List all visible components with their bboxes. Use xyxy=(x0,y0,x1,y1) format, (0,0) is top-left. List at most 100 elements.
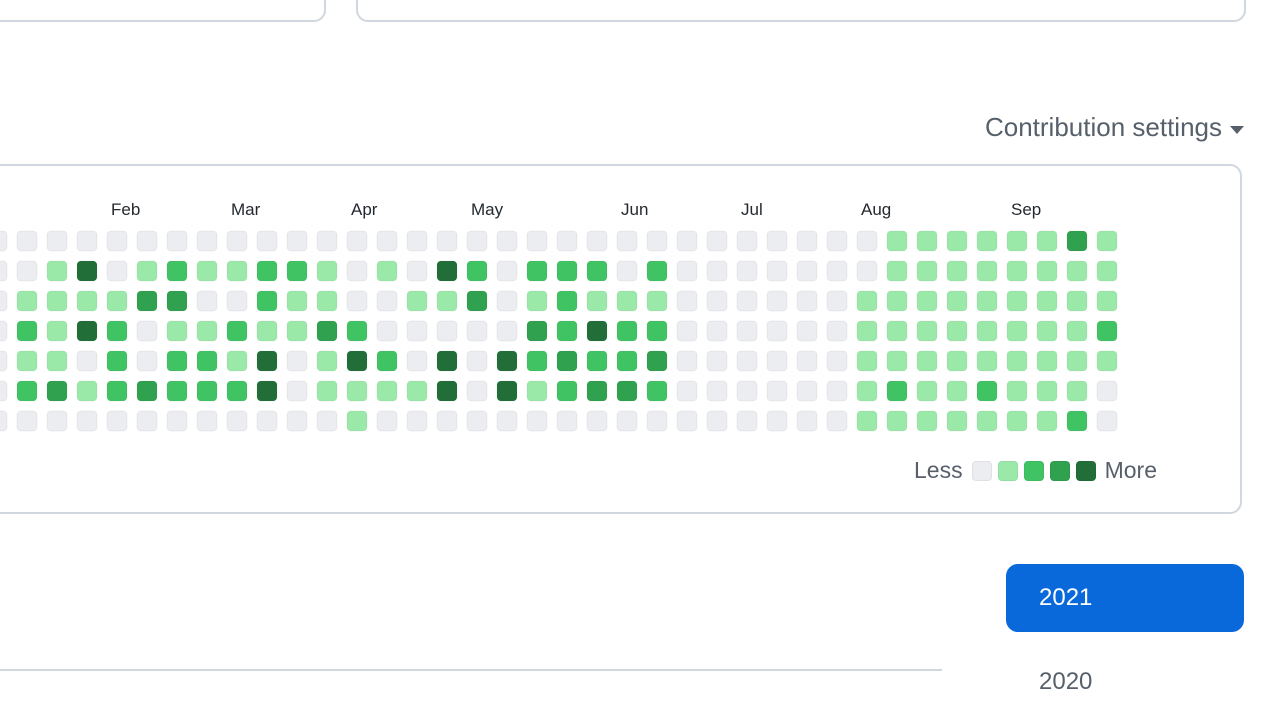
contribution-day[interactable] xyxy=(1096,290,1118,312)
contribution-day[interactable] xyxy=(346,410,368,432)
contribution-day[interactable] xyxy=(976,410,998,432)
contribution-day[interactable] xyxy=(1066,230,1088,252)
contribution-day[interactable] xyxy=(646,260,668,282)
contribution-day[interactable] xyxy=(856,410,878,432)
contribution-day[interactable] xyxy=(376,320,398,342)
contribution-day[interactable] xyxy=(76,230,98,252)
contribution-day[interactable] xyxy=(166,230,188,252)
contribution-day[interactable] xyxy=(376,290,398,312)
contribution-day[interactable] xyxy=(796,230,818,252)
contribution-day[interactable] xyxy=(586,230,608,252)
contribution-day[interactable] xyxy=(886,410,908,432)
contribution-day[interactable] xyxy=(436,350,458,372)
contribution-day[interactable] xyxy=(1066,410,1088,432)
contribution-day[interactable] xyxy=(946,410,968,432)
contribution-day[interactable] xyxy=(0,410,8,432)
contribution-day[interactable] xyxy=(376,350,398,372)
contribution-day[interactable] xyxy=(256,380,278,402)
contribution-day[interactable] xyxy=(856,320,878,342)
contribution-day[interactable] xyxy=(256,260,278,282)
contribution-day[interactable] xyxy=(286,290,308,312)
contribution-day[interactable] xyxy=(226,260,248,282)
contribution-day[interactable] xyxy=(406,380,428,402)
contribution-day[interactable] xyxy=(526,320,548,342)
contribution-day[interactable] xyxy=(136,290,158,312)
contribution-day[interactable] xyxy=(1006,380,1028,402)
contribution-day[interactable] xyxy=(166,320,188,342)
contribution-day[interactable] xyxy=(436,410,458,432)
contribution-day[interactable] xyxy=(556,230,578,252)
contribution-day[interactable] xyxy=(166,380,188,402)
contribution-day[interactable] xyxy=(316,410,338,432)
contribution-day[interactable] xyxy=(796,380,818,402)
contribution-day[interactable] xyxy=(106,290,128,312)
contribution-day[interactable] xyxy=(166,350,188,372)
contribution-day[interactable] xyxy=(406,230,428,252)
contribution-day[interactable] xyxy=(796,320,818,342)
contribution-day[interactable] xyxy=(796,410,818,432)
contribution-day[interactable] xyxy=(466,230,488,252)
contribution-day[interactable] xyxy=(196,350,218,372)
contribution-day[interactable] xyxy=(226,290,248,312)
contribution-day[interactable] xyxy=(1006,350,1028,372)
contribution-day[interactable] xyxy=(76,380,98,402)
contribution-day[interactable] xyxy=(826,260,848,282)
contribution-day[interactable] xyxy=(646,230,668,252)
contribution-day[interactable] xyxy=(766,290,788,312)
contribution-day[interactable] xyxy=(766,380,788,402)
contribution-day[interactable] xyxy=(676,380,698,402)
contribution-day[interactable] xyxy=(256,410,278,432)
contribution-day[interactable] xyxy=(436,260,458,282)
contribution-day[interactable] xyxy=(616,350,638,372)
contribution-day[interactable] xyxy=(916,380,938,402)
contribution-day[interactable] xyxy=(676,290,698,312)
contribution-day[interactable] xyxy=(1036,410,1058,432)
contribution-day[interactable] xyxy=(916,290,938,312)
contribution-day[interactable] xyxy=(346,320,368,342)
contribution-day[interactable] xyxy=(496,260,518,282)
contribution-settings-button[interactable]: Contribution settings xyxy=(985,112,1244,143)
contribution-day[interactable] xyxy=(16,410,38,432)
contribution-day[interactable] xyxy=(676,350,698,372)
contribution-day[interactable] xyxy=(856,380,878,402)
contribution-day[interactable] xyxy=(1096,380,1118,402)
contribution-day[interactable] xyxy=(406,260,428,282)
contribution-day[interactable] xyxy=(1096,350,1118,372)
contribution-day[interactable] xyxy=(736,260,758,282)
contribution-day[interactable] xyxy=(466,320,488,342)
contribution-day[interactable] xyxy=(346,380,368,402)
contribution-day[interactable] xyxy=(256,320,278,342)
contribution-day[interactable] xyxy=(286,320,308,342)
contribution-day[interactable] xyxy=(436,230,458,252)
contribution-day[interactable] xyxy=(976,350,998,372)
contribution-day[interactable] xyxy=(1066,380,1088,402)
contribution-day[interactable] xyxy=(556,380,578,402)
contribution-day[interactable] xyxy=(646,320,668,342)
contribution-day[interactable] xyxy=(46,380,68,402)
contribution-day[interactable] xyxy=(106,320,128,342)
contribution-day[interactable] xyxy=(466,380,488,402)
contribution-day[interactable] xyxy=(466,290,488,312)
contribution-day[interactable] xyxy=(106,230,128,252)
contribution-day[interactable] xyxy=(586,380,608,402)
contribution-day[interactable] xyxy=(406,350,428,372)
contribution-day[interactable] xyxy=(946,350,968,372)
contribution-day[interactable] xyxy=(946,380,968,402)
contribution-day[interactable] xyxy=(766,320,788,342)
contribution-day[interactable] xyxy=(196,290,218,312)
contribution-day[interactable] xyxy=(406,410,428,432)
contribution-day[interactable] xyxy=(1066,320,1088,342)
contribution-day[interactable] xyxy=(136,350,158,372)
contribution-day[interactable] xyxy=(226,380,248,402)
contribution-day[interactable] xyxy=(796,290,818,312)
contribution-day[interactable] xyxy=(136,260,158,282)
contribution-day[interactable] xyxy=(646,290,668,312)
contribution-day[interactable] xyxy=(616,380,638,402)
contribution-day[interactable] xyxy=(316,350,338,372)
contribution-day[interactable] xyxy=(166,410,188,432)
contribution-day[interactable] xyxy=(766,410,788,432)
contribution-day[interactable] xyxy=(886,290,908,312)
contribution-day[interactable] xyxy=(556,320,578,342)
contribution-day[interactable] xyxy=(376,230,398,252)
contribution-day[interactable] xyxy=(16,290,38,312)
